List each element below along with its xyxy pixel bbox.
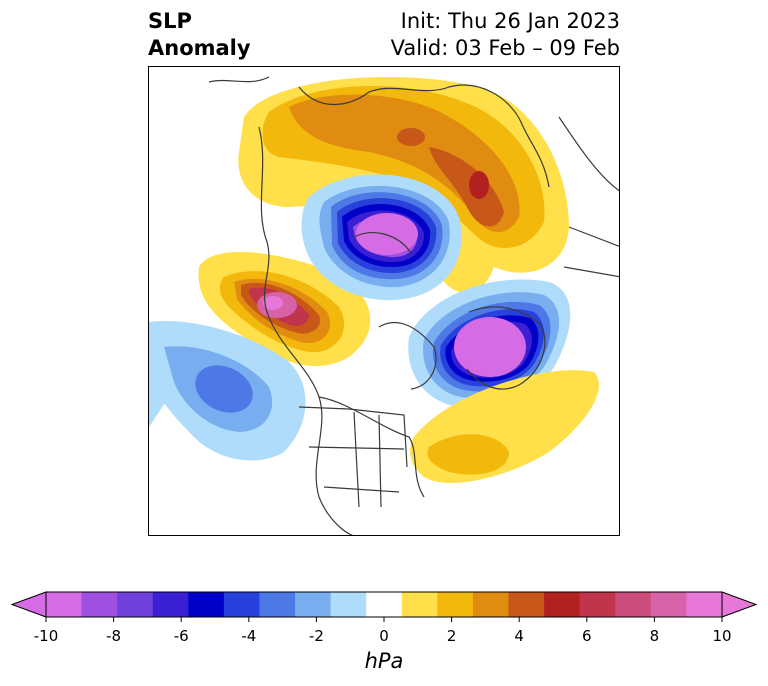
pacific-low-anomaly [149,321,306,461]
title-variable-type: Anomaly [148,36,251,60]
colorbar-segment [366,592,403,617]
atlantic-high-anomaly [410,370,599,483]
colorbar-segment [686,592,723,617]
colorbar-segment [152,592,189,617]
colorbar-tick-label: 6 [582,627,592,645]
colorbar-segment [330,592,367,617]
colorbar-segment [223,592,260,617]
colorbar-tick-label: 10 [712,627,732,645]
colorbar-segment [437,592,474,617]
colorbar: -10 -8 -6 -4 -2 0 2 4 6 8 10 hPa [0,585,768,686]
colorbar-segment [544,592,581,617]
colorbar-tick-label: 8 [649,627,660,645]
colorbar-extend-high [721,591,758,618]
colorbar-segment [295,592,332,617]
colorbar-tick-label: -10 [33,627,59,645]
colorbar-tick-label: 2 [446,627,457,645]
colorbar-segment [117,592,154,617]
plot-title-left: SLP Anomaly [148,8,251,62]
colorbar-tick-label: 4 [514,627,524,645]
plot-title-right: Init: Thu 26 Jan 2023 Valid: 03 Feb – 09… [391,8,620,62]
colorbar-segment [650,592,687,617]
colorbar-unit: hPa [364,649,404,673]
colorbar-segment [259,592,296,617]
map-svg [149,76,619,535]
colorbar-segment [81,592,118,617]
valid-range: Valid: 03 Feb – 09 Feb [390,36,620,60]
anomaly-map [148,66,620,536]
colorbar-svg [10,591,758,622]
colorbar-tick-label: -8 [106,627,122,645]
colorbar-tick-label: -2 [308,627,324,645]
colorbar-segment [579,592,616,617]
init-date: Init: Thu 26 Jan 2023 [400,9,620,33]
colorbar-segment [472,592,510,617]
coastlines [208,76,619,535]
colorbar-segment [508,592,545,617]
colorbar-segment [615,592,652,617]
colorbar-segment [401,592,438,617]
colorbar-extend-low [10,591,47,618]
colorbar-segment [46,592,83,617]
colorbar-tick-label: -6 [173,627,189,645]
colorbar-tick-label: 0 [379,627,389,645]
colorbar-tick-label: -4 [241,627,257,645]
colorbar-segment [188,592,225,617]
arctic-low-anomaly [301,174,462,301]
title-variable: SLP [148,9,192,33]
